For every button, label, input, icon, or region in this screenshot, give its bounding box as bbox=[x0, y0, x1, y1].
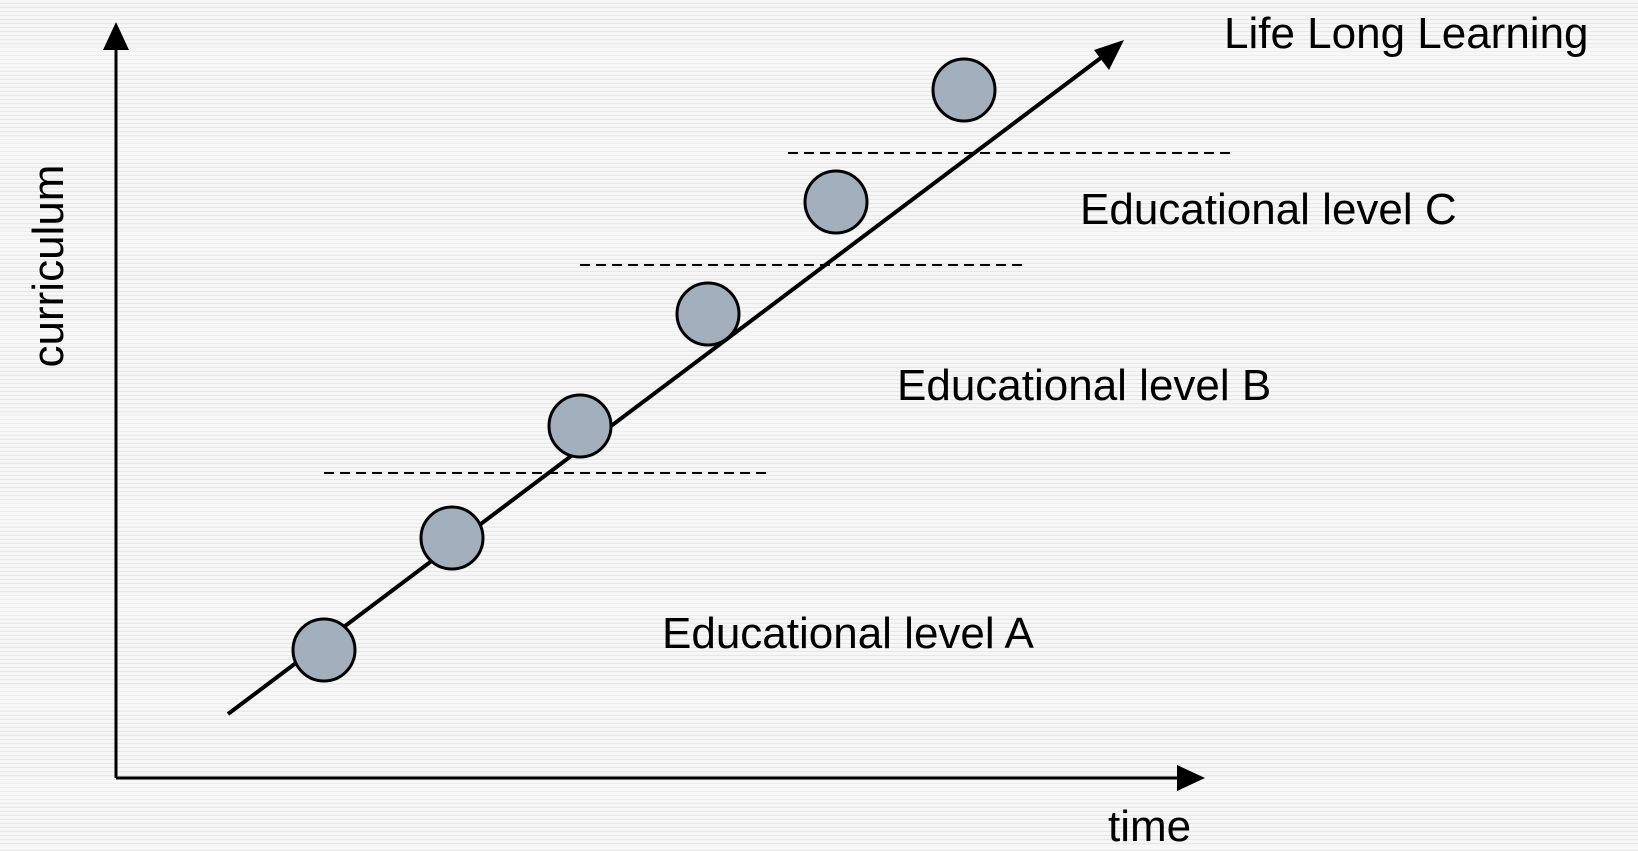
life-long-learning-label: Life Long Learning bbox=[1224, 12, 1589, 56]
milestone-circle-1 bbox=[293, 619, 355, 681]
learning-trajectory-arrowhead bbox=[1094, 40, 1124, 70]
milestone-circle-3 bbox=[549, 395, 611, 457]
x-axis-arrowhead bbox=[1177, 765, 1205, 791]
educational-level-a-label: Educational level A bbox=[662, 612, 1034, 656]
milestone-circle-5 bbox=[805, 171, 867, 233]
milestone-circle-6 bbox=[933, 59, 995, 121]
x-axis-label: time bbox=[1108, 805, 1191, 849]
educational-level-b-label: Educational level B bbox=[897, 364, 1271, 408]
educational-level-c-label: Educational level C bbox=[1080, 188, 1457, 232]
milestone-circle-2 bbox=[421, 507, 483, 569]
milestone-circle-4 bbox=[677, 283, 739, 345]
y-axis-arrowhead bbox=[103, 22, 129, 50]
y-axis-label: curriculum bbox=[27, 156, 71, 376]
